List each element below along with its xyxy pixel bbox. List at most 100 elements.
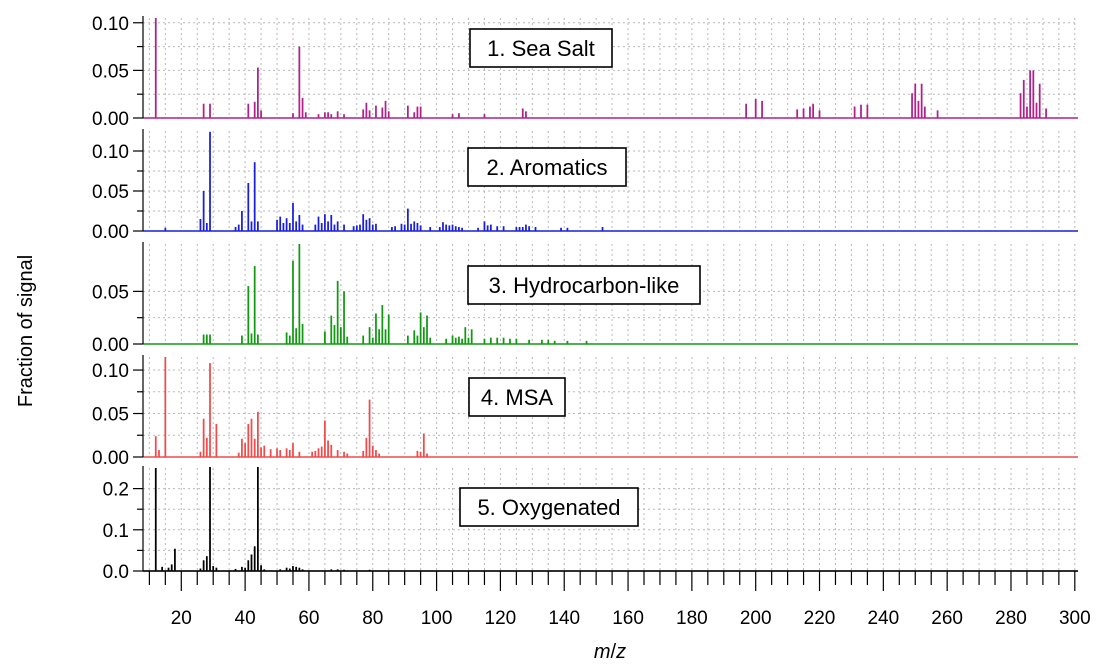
bar [257, 466, 259, 571]
bar [416, 335, 419, 344]
bar [320, 446, 323, 457]
bar [368, 327, 371, 344]
bar [205, 556, 208, 571]
bar [413, 330, 416, 344]
bar [336, 280, 339, 344]
bar [403, 224, 406, 231]
bar [917, 100, 920, 118]
legend-label: 1. Sea Salt [487, 36, 595, 61]
bar [448, 225, 451, 231]
legend-box [469, 28, 613, 68]
legend-2: 2. Aromatics [467, 147, 627, 187]
bar [1022, 79, 1025, 118]
series-1 [143, 18, 1078, 119]
bar [860, 104, 862, 118]
bar [205, 334, 208, 344]
y-tick-label: 0.10 [92, 142, 129, 163]
bar [416, 106, 419, 118]
bar [295, 221, 298, 231]
bar [362, 214, 365, 231]
y-tick-label: 0.10 [92, 361, 129, 382]
bar [336, 450, 339, 457]
legend-label: 5. Oxygenated [477, 495, 620, 520]
bar [209, 466, 211, 571]
bar [314, 224, 317, 231]
bar [212, 566, 215, 571]
bar [745, 103, 748, 118]
bar [257, 334, 259, 344]
bar [521, 227, 524, 231]
bar [330, 444, 333, 457]
bar [257, 221, 259, 231]
bar [343, 291, 345, 344]
bar [362, 335, 365, 344]
x-tick-label: 20 [171, 608, 192, 629]
bar [400, 223, 403, 231]
bar [311, 451, 314, 457]
bar [371, 337, 374, 344]
bar [292, 203, 294, 231]
bar [426, 315, 428, 344]
bar [263, 569, 266, 571]
bar [406, 335, 409, 344]
bar [202, 418, 205, 457]
bar [154, 18, 157, 118]
bar [253, 546, 256, 571]
bar [298, 215, 301, 231]
bar [429, 337, 432, 344]
bar [304, 112, 307, 118]
bar [429, 227, 432, 231]
bar [288, 450, 291, 457]
bar [381, 305, 384, 344]
bar [547, 339, 550, 344]
bar [375, 313, 377, 344]
bar [365, 102, 368, 118]
bar [419, 225, 422, 231]
bar [601, 227, 604, 231]
x-tick-label: 240 [867, 608, 899, 629]
bar [244, 443, 246, 457]
bar [247, 183, 250, 231]
bar [234, 227, 237, 231]
bar [202, 191, 205, 231]
bar [295, 566, 298, 571]
bar [422, 433, 425, 457]
bar [346, 453, 349, 457]
series-4 [143, 357, 1078, 458]
bar [1029, 70, 1032, 118]
bar [161, 566, 164, 571]
y-axis-3: 0.00 0.05 [92, 242, 144, 356]
x-tick-label: 180 [676, 608, 708, 629]
bar [279, 216, 282, 231]
bar [445, 338, 448, 344]
bar [247, 423, 250, 457]
bar [1026, 106, 1028, 118]
bar [343, 114, 345, 118]
bar [754, 98, 757, 118]
bar [368, 399, 371, 457]
bar [336, 221, 339, 231]
bar [936, 110, 939, 118]
bar [324, 112, 326, 118]
bar [496, 226, 499, 231]
bar [553, 340, 556, 344]
bar [458, 336, 460, 344]
bar [317, 448, 320, 457]
bar [292, 443, 294, 457]
bar [167, 567, 170, 571]
bar [209, 131, 211, 231]
x-tick-label: 80 [362, 608, 383, 629]
legend-3: 3. Hydrocarbon-like [467, 265, 701, 305]
bar [368, 110, 371, 118]
bar [454, 226, 457, 231]
bar [285, 332, 288, 344]
x-axis-title-sep: / [611, 641, 617, 663]
bar [158, 450, 160, 457]
bar [378, 329, 381, 344]
bar [368, 218, 371, 231]
bar [298, 567, 301, 571]
bar [285, 448, 288, 457]
bar [419, 451, 422, 457]
legend-box [468, 377, 566, 417]
